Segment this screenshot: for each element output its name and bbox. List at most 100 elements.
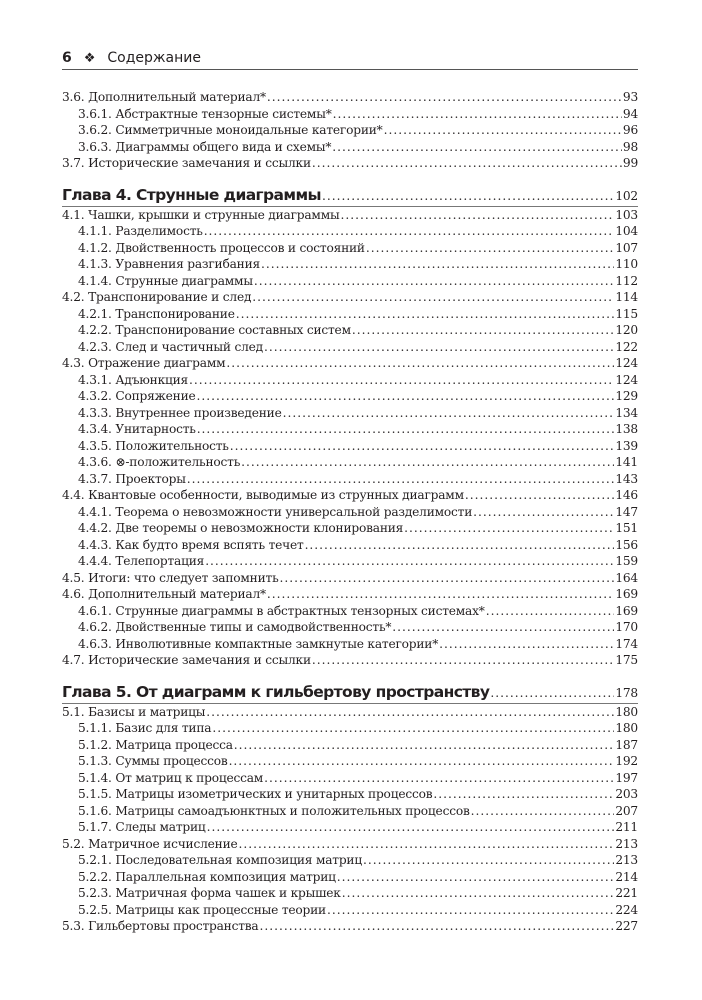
toc-entry-page: 143: [615, 471, 638, 486]
toc-entry[interactable]: 4.3.2. Сопряжение 129: [62, 388, 638, 405]
toc-entry-page: 175: [615, 653, 638, 667]
toc-entry[interactable]: 4.1.3. Уравнения разгибания 110: [62, 256, 638, 273]
toc-entry-page: 164: [615, 570, 638, 585]
toc-entry[interactable]: 3.6.3. Диаграммы общего вида и схемы* 98: [62, 139, 638, 156]
toc-entry-page: 180: [615, 721, 638, 735]
toc-entry-page: 221: [615, 886, 638, 900]
toc-entry-title: 4.2.1. Транспонирование: [78, 306, 235, 321]
dot-leader: [283, 405, 615, 422]
dot-leader: [439, 636, 614, 653]
toc-entry[interactable]: 3.6.1. Абстрактные тензорные системы* 94: [62, 106, 638, 123]
toc-entry[interactable]: 4.2.1. Транспонирование 115: [62, 306, 638, 323]
dot-leader: [332, 139, 622, 156]
toc-entry[interactable]: 5.2.5. Матрицы как процессные теории 224: [62, 902, 638, 919]
toc-entry[interactable]: 4.3.5. Положительность 139: [62, 438, 638, 455]
toc-entry[interactable]: 4.3.1. Адъюнкция 124: [62, 372, 638, 389]
dot-leader: [264, 770, 614, 787]
toc-entry-title: 4.4. Квантовые особенности, выводимые из…: [62, 488, 464, 502]
dot-leader: [366, 240, 614, 257]
toc-entry[interactable]: 3.6. Дополнительный материал* 93: [62, 89, 638, 106]
toc-entry-page: 94: [622, 106, 638, 121]
toc-entry[interactable]: 4.4.4. Телепортация 159: [62, 553, 638, 570]
toc-entry[interactable]: 4.3.6. ⊗-положительность 141: [62, 454, 638, 471]
toc-entry[interactable]: 4.1.4. Струнные диаграммы 112: [62, 273, 638, 290]
toc-entry-title: 5.1.5. Матрицы изометрических и унитарны…: [78, 787, 433, 801]
running-header: 6 ❖ Содержание: [62, 47, 638, 70]
toc-entry-title: 5.1.7. Следы матриц: [78, 820, 206, 834]
toc-entry[interactable]: 4.6.3. Инволютивные компактные замкнутые…: [62, 636, 638, 653]
dot-leader: [471, 803, 615, 820]
toc-entry[interactable]: 5.1.5. Матрицы изометрических и унитарны…: [62, 786, 638, 803]
toc-entry-page: 103: [615, 207, 638, 222]
dot-leader: [384, 122, 622, 139]
dot-leader: [197, 421, 615, 438]
toc-entry-title: 4.1. Чашки, крышки и струнные диаграммы: [62, 207, 340, 222]
toc-entry[interactable]: 4.1. Чашки, крышки и струнные диаграммы 1…: [62, 205, 638, 224]
toc-entry-page: 213: [615, 853, 638, 867]
toc-entry[interactable]: 5.1.1. Базис для типа 180: [62, 720, 638, 737]
toc-entry[interactable]: 4.4. Квантовые особенности, выводимые из…: [62, 487, 638, 504]
toc-entry[interactable]: 4.7. Исторические замечания и ссылки 175: [62, 652, 638, 669]
toc-entry-title: 4.4.4. Телепортация: [78, 554, 205, 568]
toc-entry-page: 211: [615, 820, 638, 834]
toc-entry-page: 124: [615, 356, 638, 370]
toc-entry[interactable]: 5.1.7. Следы матриц 211: [62, 819, 638, 836]
toc-entry[interactable]: 4.2.2. Транспонирование составных систем…: [62, 322, 638, 339]
toc-entry[interactable]: 5.1.2. Матрица процесса 187: [62, 737, 638, 754]
toc-entry[interactable]: 4.3. Отражение диаграмм 124: [62, 355, 638, 372]
toc-entry-page: 174: [615, 636, 638, 651]
toc-entry[interactable]: 5.2.3. Матричная форма чашек и крышек 221: [62, 885, 638, 902]
toc-entry-title: 3.7. Исторические замечания и ссылки: [62, 156, 311, 170]
dot-leader: [261, 256, 614, 273]
toc-entry-title: 5.1. Базисы и матрицы: [62, 704, 206, 719]
toc-chapter-entry[interactable]: Глава 5. От диаграмм к гильбертову прост…: [62, 681, 638, 703]
toc-entry[interactable]: 4.1.1. Разделимость 104: [62, 223, 638, 240]
toc-entry[interactable]: 4.3.4. Унитарность 138: [62, 421, 638, 438]
toc-entry[interactable]: 5.2.1. Последовательная композиция матри…: [62, 852, 638, 869]
toc-entry[interactable]: 4.3.7. Проекторы 143: [62, 471, 638, 488]
toc-entry[interactable]: 5.2.2. Параллельная композиция матриц 214: [62, 869, 638, 886]
toc-entry-title: 4.1.2. Двойственность процессов и состоя…: [78, 240, 365, 255]
toc-chapter-entry[interactable]: Глава 4. Струнные диаграммы 102: [62, 184, 638, 206]
toc-entry-page: 104: [615, 224, 638, 238]
toc-entry[interactable]: 4.5. Итоги: что следует запомнить 164: [62, 570, 638, 587]
toc-entry-title: 4.3.5. Положительность: [78, 438, 229, 453]
toc-entry[interactable]: 5.2. Матричное исчисление 213: [62, 836, 638, 853]
dot-leader: [337, 869, 615, 886]
toc-entry[interactable]: 3.7. Исторические замечания и ссылки 99: [62, 155, 638, 172]
toc-entry-page: 180: [615, 704, 638, 719]
toc-entry[interactable]: 4.2.3. След и частичный след 122: [62, 339, 638, 356]
toc-entry-title: 4.6.1. Струнные диаграммы в абстрактных …: [78, 603, 485, 618]
toc-entry[interactable]: 4.6.2. Двойственные типы и самодвойствен…: [62, 619, 638, 636]
toc-entry[interactable]: 5.3. Гильбертовы пространства 227: [62, 918, 638, 935]
toc-entry[interactable]: 4.4.1. Теорема о невозможности универсал…: [62, 504, 638, 521]
toc-entry-title: 5.1.1. Базис для типа: [78, 721, 212, 735]
toc-entry[interactable]: 3.6.2. Симметричные моноидальные категор…: [62, 122, 638, 139]
toc-entry[interactable]: 5.1.6. Матрицы самоадъюнктных и положите…: [62, 803, 638, 820]
dot-leader: [207, 819, 615, 836]
dot-leader: [189, 372, 614, 389]
toc-entry-page: 147: [615, 504, 638, 519]
toc-entry-title: 4.2.3. След и частичный след: [78, 339, 263, 354]
toc-entry[interactable]: 4.3.3. Внутреннее произведение 134: [62, 405, 638, 422]
dot-leader: [254, 273, 614, 290]
toc-entry[interactable]: 4.4.2. Две теоремы о невозможности клони…: [62, 520, 638, 537]
toc-entry-title: 4.6.2. Двойственные типы и самодвойствен…: [78, 620, 392, 634]
dot-leader: [392, 619, 614, 636]
toc-entry[interactable]: 4.6.1. Струнные диаграммы в абстрактных …: [62, 603, 638, 620]
toc-entry-title: 4.1.3. Уравнения разгибания: [78, 257, 261, 271]
toc-entry[interactable]: 5.1. Базисы и матрицы 180: [62, 702, 638, 721]
toc-entry-page: 98: [622, 139, 638, 154]
toc-entry[interactable]: 4.4.3. Как будто время вспять течет 156: [62, 537, 638, 554]
toc-entry-page: 96: [622, 123, 638, 137]
dot-leader: [206, 704, 614, 721]
toc-entry-title: 4.3.3. Внутреннее произведение: [78, 405, 282, 420]
toc-entry-page: 129: [615, 389, 638, 403]
toc-entry[interactable]: 4.1.2. Двойственность процессов и состоя…: [62, 240, 638, 257]
toc-entry[interactable]: 5.1.4. От матриц к процессам 197: [62, 770, 638, 787]
toc-entry-page: 107: [615, 240, 638, 255]
toc-entry-page: 114: [615, 290, 638, 304]
toc-entry[interactable]: 4.2. Транспонирование и след 114: [62, 289, 638, 306]
toc-entry[interactable]: 4.6. Дополнительный материал* 169: [62, 586, 638, 603]
toc-entry[interactable]: 5.1.3. Суммы процессов 192: [62, 753, 638, 770]
